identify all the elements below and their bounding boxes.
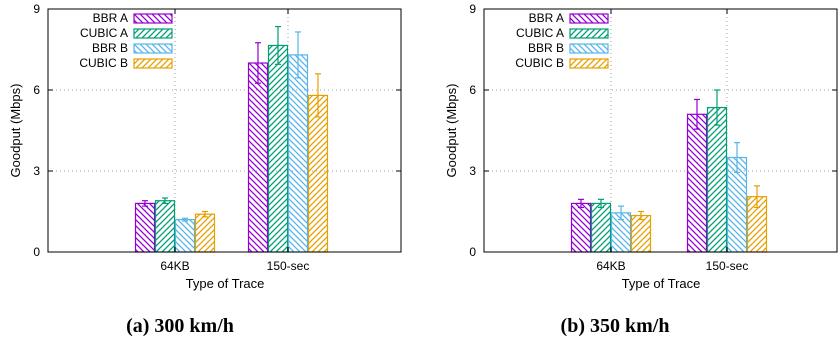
legend-swatch-cubic-a bbox=[133, 28, 173, 39]
x-axis-label: Type of Trace bbox=[186, 276, 265, 291]
bar-bbr-a-150-sec bbox=[686, 113, 708, 253]
error-bar-cubic-b-150-sec bbox=[315, 73, 321, 118]
legend-label-bbr-a: BBR A bbox=[529, 11, 564, 25]
x-tick-label: 64KB bbox=[160, 259, 189, 273]
legend-swatch-cubic-b bbox=[133, 58, 173, 69]
y-tick-label: 6 bbox=[33, 83, 40, 97]
legend-swatch-bbr-a bbox=[133, 13, 173, 24]
legend-label-cubic-b: CUBIC B bbox=[79, 56, 128, 70]
bar-cubic-a-150-sec bbox=[267, 44, 289, 253]
bar-cubic-a-64kb bbox=[154, 200, 176, 253]
y-tick-label: 3 bbox=[33, 164, 40, 178]
x-tick-label: 150-sec bbox=[267, 259, 310, 273]
error-bar-bbr-b-150-sec bbox=[734, 142, 740, 173]
error-bar-cubic-b-150-sec bbox=[754, 185, 760, 209]
error-bar-bbr-b-150-sec bbox=[295, 31, 301, 79]
error-bar-cubic-a-64kb bbox=[162, 197, 168, 204]
y-axis-label: Goodput (Mbps) bbox=[444, 84, 459, 178]
error-bar-cubic-a-150-sec bbox=[275, 25, 281, 65]
x-tick-label: 64KB bbox=[596, 259, 625, 273]
error-bar-bbr-a-150-sec bbox=[255, 42, 261, 84]
y-tick-label: 6 bbox=[469, 83, 476, 97]
bar-cubic-a-64kb bbox=[590, 202, 612, 253]
x-axis-label: Type of Trace bbox=[622, 276, 701, 291]
error-bar-bbr-b-64kb bbox=[618, 205, 624, 221]
error-bar-cubic-b-64kb bbox=[638, 210, 644, 221]
legend-swatch-bbr-b bbox=[569, 43, 609, 54]
plot-frame bbox=[47, 8, 402, 253]
bar-cubic-b-64kb bbox=[630, 214, 652, 253]
bar-cubic-b-64kb bbox=[194, 213, 216, 253]
caption: (b) 350 km/h bbox=[561, 315, 670, 337]
legend-swatch-cubic-b bbox=[569, 58, 609, 69]
y-tick-label: 0 bbox=[33, 245, 40, 259]
bar-bbr-a-64kb bbox=[134, 202, 156, 253]
bar-bbr-b-64kb bbox=[174, 219, 196, 253]
bar-bbr-b-150-sec bbox=[287, 54, 309, 253]
x-tick-label: 150-sec bbox=[706, 259, 749, 273]
bar-bbr-a-64kb bbox=[570, 202, 592, 253]
error-bar-cubic-b-64kb bbox=[202, 210, 208, 218]
legend-label-bbr-b: BBR B bbox=[92, 41, 128, 55]
error-bar-cubic-a-150-sec bbox=[714, 89, 720, 126]
error-bar-bbr-b-64kb bbox=[182, 217, 188, 222]
error-bar-bbr-a-150-sec bbox=[694, 98, 700, 130]
chart-panel-b: 0 3 6 9 64KB 150-sec Type of Trace Goodput (Mbp… bbox=[444, 2, 838, 337]
legend-label-bbr-b: BBR B bbox=[528, 41, 564, 55]
y-tick-label: 3 bbox=[469, 164, 476, 178]
y-axis-label: Goodput (Mbps) bbox=[8, 84, 23, 178]
bar-bbr-a-150-sec bbox=[247, 62, 269, 253]
legend-label-cubic-a: CUBIC A bbox=[516, 26, 564, 40]
legend-swatch-bbr-a bbox=[569, 13, 609, 24]
y-tick-label: 9 bbox=[469, 2, 476, 16]
legend-label-cubic-a: CUBIC A bbox=[80, 26, 128, 40]
legend-swatch-bbr-b bbox=[133, 43, 173, 54]
y-tick-label: 0 bbox=[469, 245, 476, 259]
legend-label-cubic-b: CUBIC B bbox=[515, 56, 564, 70]
error-bar-bbr-a-64kb bbox=[142, 200, 148, 207]
y-tick-label: 9 bbox=[33, 2, 40, 16]
bar-cubic-a-150-sec bbox=[706, 106, 728, 253]
error-bar-cubic-a-64kb bbox=[598, 198, 604, 209]
plot-frame bbox=[483, 8, 838, 253]
caption: (a) 300 km/h bbox=[126, 315, 234, 337]
bar-cubic-b-150-sec bbox=[307, 94, 329, 253]
legend-swatch-cubic-a bbox=[569, 28, 609, 39]
error-bar-bbr-a-64kb bbox=[578, 198, 584, 209]
legend-label-bbr-a: BBR A bbox=[93, 11, 128, 25]
